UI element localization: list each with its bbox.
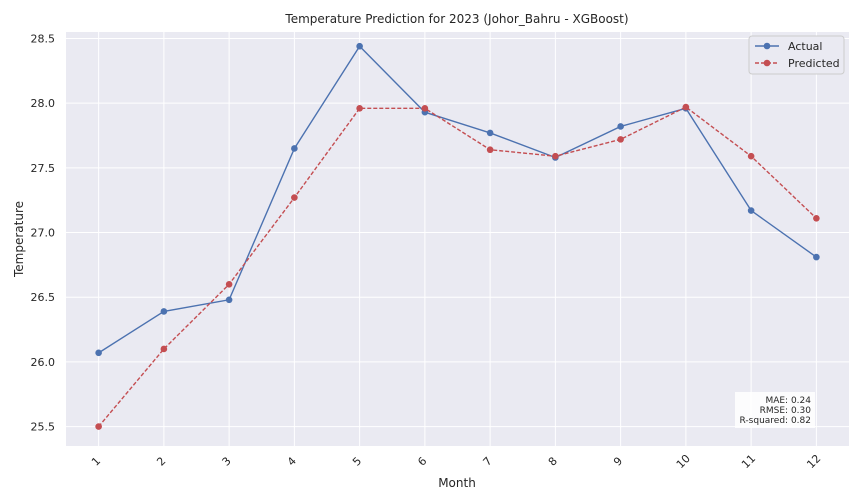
series-actual-point: [617, 123, 624, 130]
x-tick-label: 12: [804, 452, 823, 471]
series-predicted-point: [160, 345, 168, 353]
x-tick-label: 8: [546, 454, 560, 468]
series-actual-point: [356, 42, 363, 50]
y-tick-label: 26.0: [31, 356, 56, 369]
series-actual-point: [225, 296, 233, 304]
x-tick-label: 11: [739, 452, 758, 471]
x-tick-label: 9: [611, 454, 625, 468]
series-predicted-point: [552, 152, 559, 160]
series-predicted-point: [291, 194, 298, 201]
legend-predicted-label: Predicted: [788, 57, 840, 70]
x-tick-label: 10: [674, 452, 693, 471]
x-tick-label: 7: [481, 454, 495, 468]
y-tick-label: 28.5: [31, 32, 56, 45]
x-tick-label: 3: [220, 454, 234, 468]
series-actual-point: [486, 129, 494, 137]
metrics-background: [735, 392, 815, 428]
series-predicted-point: [225, 280, 233, 288]
grid: [66, 32, 849, 446]
series-predicted-point: [421, 105, 429, 112]
y-tick-label: 27.0: [31, 227, 56, 240]
series-actual-point: [95, 349, 102, 357]
series-predicted-point: [617, 136, 624, 143]
series-actual-point: [160, 308, 168, 315]
x-tick-label: 4: [285, 454, 299, 468]
legend-actual-label: Actual: [788, 40, 822, 53]
legend-actual-marker: [763, 42, 771, 50]
y-tick-label: 25.5: [31, 421, 56, 434]
series-actual-line: [98, 45, 817, 354]
legend: Actual Predicted: [748, 35, 845, 75]
x-tick-label: 5: [350, 454, 364, 468]
series-actual-point: [291, 145, 298, 152]
series-predicted-point: [747, 152, 755, 160]
series-predicted-point: [813, 215, 820, 222]
metrics-box: MAE: 0.24 RMSE: 0.30 R-squared: 0.82: [735, 392, 815, 428]
y-tick-label: 27.5: [31, 162, 56, 175]
metric-rmse: RMSE: 0.30: [760, 406, 812, 416]
series-layer: [95, 42, 820, 430]
metric-mae: MAE: 0.24: [765, 396, 811, 406]
series-predicted-point: [95, 423, 102, 430]
y-axis-label: Temperature: [12, 201, 26, 278]
series-predicted-point: [682, 103, 690, 111]
x-axis-label: Month: [438, 476, 476, 490]
metric-r-squared: R-squared: 0.82: [740, 416, 811, 426]
x-tick-label: 1: [89, 454, 103, 468]
y-tick-label: 26.5: [31, 291, 56, 304]
plot-background: [66, 32, 849, 446]
y-tick-label: 28.0: [31, 97, 56, 110]
x-tick-label: 2: [154, 454, 168, 468]
series-actual-point: [747, 207, 755, 214]
series-predicted-line: [98, 106, 817, 428]
chart-title: Temperature Prediction for 2023 (Johor_B…: [284, 12, 628, 26]
legend-predicted-marker: [763, 59, 771, 67]
series-actual-point: [813, 253, 820, 261]
x-tick-label: 6: [415, 454, 429, 468]
series-predicted-point: [486, 146, 494, 154]
series-predicted-point: [356, 105, 363, 112]
